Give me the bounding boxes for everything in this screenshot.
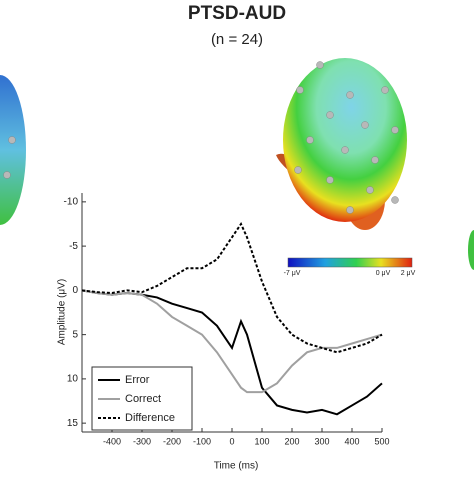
title: PTSD-AUD bbox=[188, 3, 286, 24]
series-line bbox=[81, 289, 383, 394]
legend-label: Correct bbox=[125, 393, 161, 405]
series-line bbox=[81, 221, 383, 354]
x-tick-label: 500 bbox=[374, 436, 389, 446]
colorbar bbox=[287, 257, 413, 268]
legend-label: Error bbox=[125, 374, 150, 386]
colorbar-label: 0 μV bbox=[376, 270, 391, 277]
legend-label: Difference bbox=[125, 412, 175, 424]
y-tick-label: 10 bbox=[67, 374, 79, 385]
electrodes bbox=[3, 61, 399, 214]
x-tick-label: -100 bbox=[193, 436, 211, 446]
x-tick-label: 400 bbox=[344, 436, 359, 446]
subtitle: (n = 24) bbox=[211, 31, 263, 48]
plot: -10 -5 0 5 10 15 -400 -300 -200 -100 0 100 200 300 400… bbox=[64, 193, 390, 446]
x-tick-label: 0 bbox=[229, 436, 234, 446]
y-tick-label: -10 bbox=[64, 196, 79, 207]
x-axis-label: Time (ms) bbox=[214, 461, 259, 472]
y-tick-label: -5 bbox=[69, 241, 78, 252]
y-tick-label: 5 bbox=[72, 329, 78, 340]
x-tick-label: 300 bbox=[314, 436, 329, 446]
x-tick-label: 100 bbox=[254, 436, 269, 446]
y-tick-label: 15 bbox=[67, 418, 79, 429]
x-tick-label: -400 bbox=[103, 436, 121, 446]
right-head bbox=[468, 230, 474, 270]
x-tick-label: -300 bbox=[133, 436, 151, 446]
x-tick-label: -200 bbox=[163, 436, 181, 446]
left-head bbox=[0, 75, 26, 225]
x-tick-label: 200 bbox=[284, 436, 299, 446]
colorbar-label: -7 μV bbox=[284, 270, 301, 277]
head-map bbox=[283, 58, 407, 222]
y-axis-label: Amplitude (μV) bbox=[57, 279, 68, 345]
colorbar-label: 2 μV bbox=[401, 270, 416, 277]
y-tick-label: 0 bbox=[72, 285, 78, 296]
